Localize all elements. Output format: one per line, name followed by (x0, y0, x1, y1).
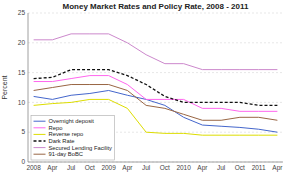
x-tick-label: 2010 (176, 164, 191, 171)
x-axis-line (28, 162, 283, 163)
y-tick-label: 20 (18, 39, 26, 46)
x-tick-label: 2009 (101, 164, 116, 171)
y-tick-label: 0 (21, 158, 25, 165)
x-tick-label: Jul (142, 164, 151, 171)
legend-label: Secured Lending Facility (49, 145, 113, 151)
y-axis-label: Percent (1, 75, 8, 99)
grid-line (28, 72, 283, 73)
legend-swatch (34, 121, 46, 122)
x-tick-label: Jul (67, 164, 76, 171)
x-tick-label: Apr (272, 164, 283, 172)
legend-swatch (34, 140, 46, 141)
legend: Overnight depositRepoReverse repoDark Ra… (31, 115, 114, 160)
x-tick-label: 2011 (252, 164, 266, 171)
legend-label: Dark Rate (49, 138, 75, 144)
x-tick-label: Oct (235, 164, 245, 171)
legend-label: Overnight deposit (49, 118, 95, 124)
series-line (34, 85, 278, 121)
legend-swatch (34, 154, 46, 155)
x-tick-label: Apr (122, 164, 133, 172)
legend-label: Repo (49, 125, 63, 131)
legend-swatch (34, 127, 46, 128)
legend-label: Reverse repo (49, 131, 84, 137)
legend-swatch (34, 147, 46, 148)
legend-swatch (34, 134, 46, 135)
grid-line (28, 162, 283, 163)
x-tick-label: Jul (217, 164, 226, 171)
lines (34, 34, 278, 135)
grid-line (28, 13, 283, 14)
legend-label: 91-day BoBC (49, 151, 83, 157)
grid-line (28, 42, 283, 43)
x-tick-label: 2008 (26, 164, 41, 171)
series-line (34, 76, 278, 112)
x-tick-label: Apr (197, 164, 208, 172)
x-tick-label: Oct (85, 164, 95, 171)
series-line (34, 70, 278, 106)
y-tick-label: 25 (18, 9, 26, 16)
x-tick-label: Oct (160, 164, 170, 171)
y-tick-label: 5 (21, 128, 25, 135)
y-axis-line (28, 13, 29, 162)
title: Money Market Rates and Policy Rate, 2008… (63, 2, 249, 11)
legend-frame (31, 115, 114, 160)
series-line (34, 34, 278, 70)
x-tick-label: Apr (47, 164, 58, 172)
y-tick-label: 15 (18, 69, 26, 76)
y-tick-label: 10 (18, 99, 26, 106)
